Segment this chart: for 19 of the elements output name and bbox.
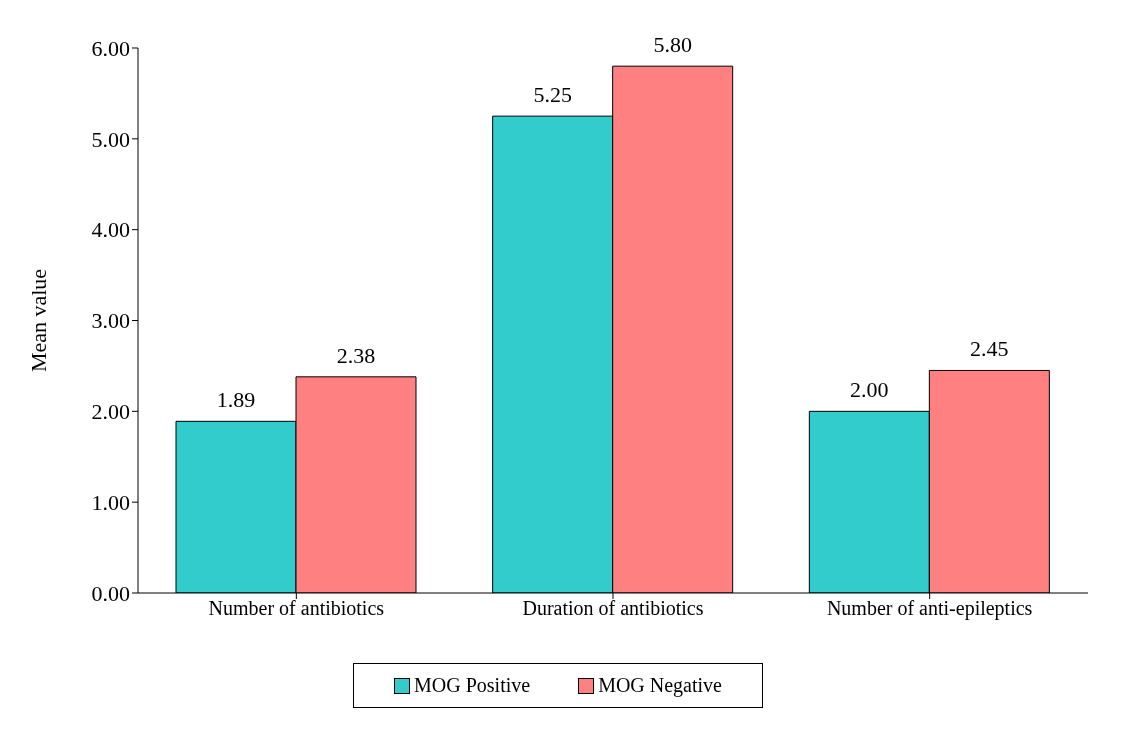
y-tick-label: 0.00 <box>91 580 130 606</box>
data-label: 2.38 <box>336 342 376 368</box>
x-tick-label: Number of anti-epileptics <box>826 597 1033 621</box>
data-label: 1.89 <box>216 387 256 413</box>
y-tick-label: 6.00 <box>91 35 130 61</box>
data-label: 2.00 <box>850 377 889 403</box>
y-tick-label: 2.00 <box>91 399 130 425</box>
y-axis-title: Mean value <box>25 268 51 373</box>
x-tick-label: Duration of antibiotics <box>522 597 704 620</box>
data-label: 5.25 <box>533 82 572 108</box>
data-label: 2.45 <box>970 336 1009 362</box>
data-label: 5.80 <box>653 32 692 58</box>
y-tick-label: 4.00 <box>91 217 130 243</box>
x-tick-label: Number of antibiotics <box>208 597 385 620</box>
legend-label: MOG Negative <box>597 674 722 697</box>
y-tick-label: 5.00 <box>91 126 130 152</box>
legend-label: MOG Positive <box>413 674 531 697</box>
y-tick-label: 3.00 <box>91 308 130 334</box>
y-tick-label: 1.00 <box>91 489 130 515</box>
